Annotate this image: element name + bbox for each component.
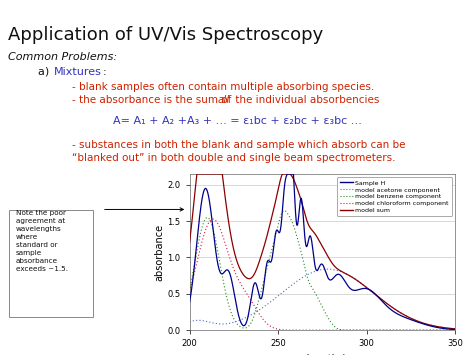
Text: all: all — [218, 95, 230, 105]
Text: “blanked out” in both double and single beam spectrometers.: “blanked out” in both double and single … — [72, 153, 395, 163]
Text: Note the poor
agreement at
wavelengths
where
standard or
sample
absorbance
excee: Note the poor agreement at wavelengths w… — [16, 211, 68, 272]
Text: - substances in both the blank and sample which absorb can be: - substances in both the blank and sampl… — [72, 140, 405, 150]
Text: Common Problems:: Common Problems: — [8, 52, 117, 62]
Text: a): a) — [38, 67, 53, 77]
X-axis label: wavelength / nm: wavelength / nm — [281, 354, 364, 355]
Text: Application of UV/Vis Spectroscopy: Application of UV/Vis Spectroscopy — [8, 26, 323, 44]
Text: - blank samples often contain multiple absorbing species.: - blank samples often contain multiple a… — [72, 82, 374, 92]
FancyBboxPatch shape — [9, 211, 93, 317]
Legend: Sample H, model acetone component, model benzene component, model chloroform com: Sample H, model acetone component, model… — [337, 177, 452, 217]
Text: A= A₁ + A₂ +A₃ + … = ε₁bc + ε₂bc + ε₃bc …: A= A₁ + A₂ +A₃ + … = ε₁bc + ε₂bc + ε₃bc … — [112, 116, 362, 126]
Text: :: : — [103, 67, 107, 77]
Text: the individual absorbencies: the individual absorbencies — [232, 95, 379, 105]
Y-axis label: absorbance: absorbance — [155, 224, 164, 280]
Text: Mixtures: Mixtures — [54, 67, 102, 77]
Text: - the absorbance is the sum of: - the absorbance is the sum of — [72, 95, 235, 105]
